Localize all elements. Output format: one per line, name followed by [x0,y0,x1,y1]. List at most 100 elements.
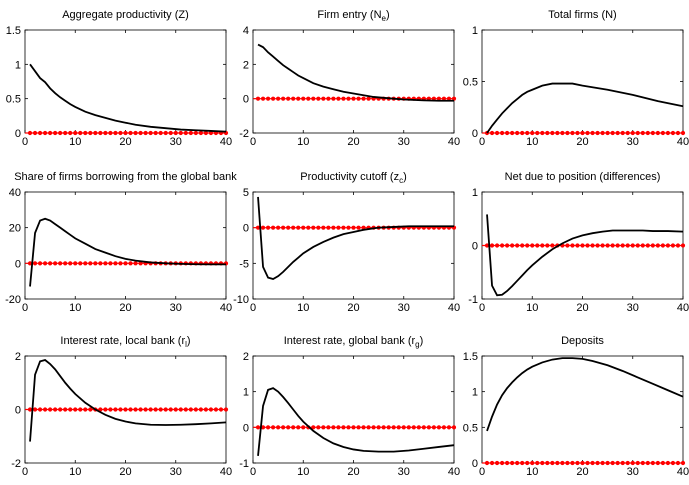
baseline-marker [489,460,495,466]
y-tick-label: 0 [15,128,21,140]
response-series-line [486,82,684,134]
baseline-marker [665,130,671,136]
chart-panel-9: Deposits 0 10 20 30 40 0 0.5 1 1.5 [463,335,689,478]
baseline-marker [550,243,555,248]
baseline-marker [271,225,276,230]
baseline-marker [63,407,68,412]
baseline-marker [590,460,595,466]
baseline-marker [494,243,500,248]
baseline-marker [341,96,346,101]
x-tick-label: 10 [297,136,309,148]
baseline-marker [625,243,630,248]
x-tick-label: 20 [347,466,359,478]
baseline-marker [680,243,686,248]
baseline-marker [53,261,58,266]
y-tick-label: 2 [243,59,249,71]
baseline-marker [158,407,163,412]
baseline-marker [143,130,148,136]
baseline-marker [565,460,570,466]
baseline-marker [218,407,224,412]
baseline-marker [411,425,416,430]
y-tick-label: 0 [472,128,478,140]
baseline-marker [73,130,78,136]
baseline-marker [188,130,193,136]
baseline-marker [366,96,371,101]
baseline-marker [198,130,203,136]
y-tick-label: -2 [11,458,21,470]
baseline-marker [515,460,520,466]
baseline-marker [276,425,281,430]
baseline-marker [530,130,535,136]
baseline-marker [63,130,68,136]
y-tick-label: 4 [243,25,249,37]
baseline-marker [281,225,286,230]
baseline-marker [113,261,118,266]
baseline-marker [83,130,88,136]
baseline-marker [610,460,615,466]
panel-title-suffix: ) [420,335,424,347]
baseline-marker [271,425,276,430]
baseline-marker [520,460,525,466]
baseline-marker [178,407,183,412]
baseline-marker [306,96,311,101]
panel-title: Interest rate, local bank (rl) [60,335,190,349]
y-tick-label: 1 [472,25,478,37]
baseline-marker [489,243,495,248]
x-tick-label: 30 [170,466,182,478]
x-tick-label: 40 [677,466,689,478]
chart-panel-6: Net due to position (differences)0 10 20 30… [468,171,689,314]
x-tick-label: 10 [69,136,81,148]
x-tick-label: 0 [22,466,28,478]
baseline-marker [276,96,281,101]
baseline-marker [406,425,411,430]
baseline-marker [331,425,336,430]
baseline-marker [118,261,123,266]
baseline-marker [103,130,108,136]
x-tick-label: 30 [627,136,639,148]
panel-title-main: Deposits [561,335,604,347]
baseline-marker [58,407,63,412]
baseline-marker [489,130,495,136]
baseline-marker [361,425,366,430]
x-tick-label: 30 [170,302,182,314]
baseline-marker [650,130,655,136]
baseline-marker [260,225,266,230]
baseline-marker [510,460,515,466]
panel-title-suffix: ) [187,335,191,347]
baseline-marker [640,460,645,466]
x-tick-label: 10 [69,302,81,314]
baseline-marker [520,130,525,136]
baseline-marker [595,243,600,248]
baseline-marker [286,425,291,430]
baseline-marker [500,243,505,248]
baseline-marker [675,130,681,136]
baseline-marker [505,460,510,466]
baseline-marker [128,407,133,412]
baseline-marker [133,407,138,412]
baseline-marker [32,130,38,136]
y-tick-label: 0 [472,458,478,470]
baseline-marker [78,407,83,412]
panel-title: Share of firms borrowing from the global… [14,171,237,183]
x-tick-label: 40 [677,136,689,148]
baseline-marker [620,243,625,248]
baseline-marker [321,225,326,230]
baseline-marker [255,425,261,430]
baseline-marker [361,225,366,230]
baseline-marker [178,130,183,136]
baseline-marker [311,425,316,430]
baseline-marker [163,130,168,136]
panel-title: Productivity cutoff (zc) [300,171,407,185]
baseline-marker [665,460,671,466]
x-tick-label: 0 [479,302,485,314]
baseline-marker [540,243,545,248]
y-tick-label: 1.5 [6,25,21,37]
baseline-marker [500,130,505,136]
baseline-marker [128,130,133,136]
baseline-marker [451,425,457,430]
baseline-marker [108,130,113,136]
baseline-marker [615,243,620,248]
baseline-marker [123,407,128,412]
baseline-marker [198,407,203,412]
y-tick-label: 1.5 [463,351,478,363]
